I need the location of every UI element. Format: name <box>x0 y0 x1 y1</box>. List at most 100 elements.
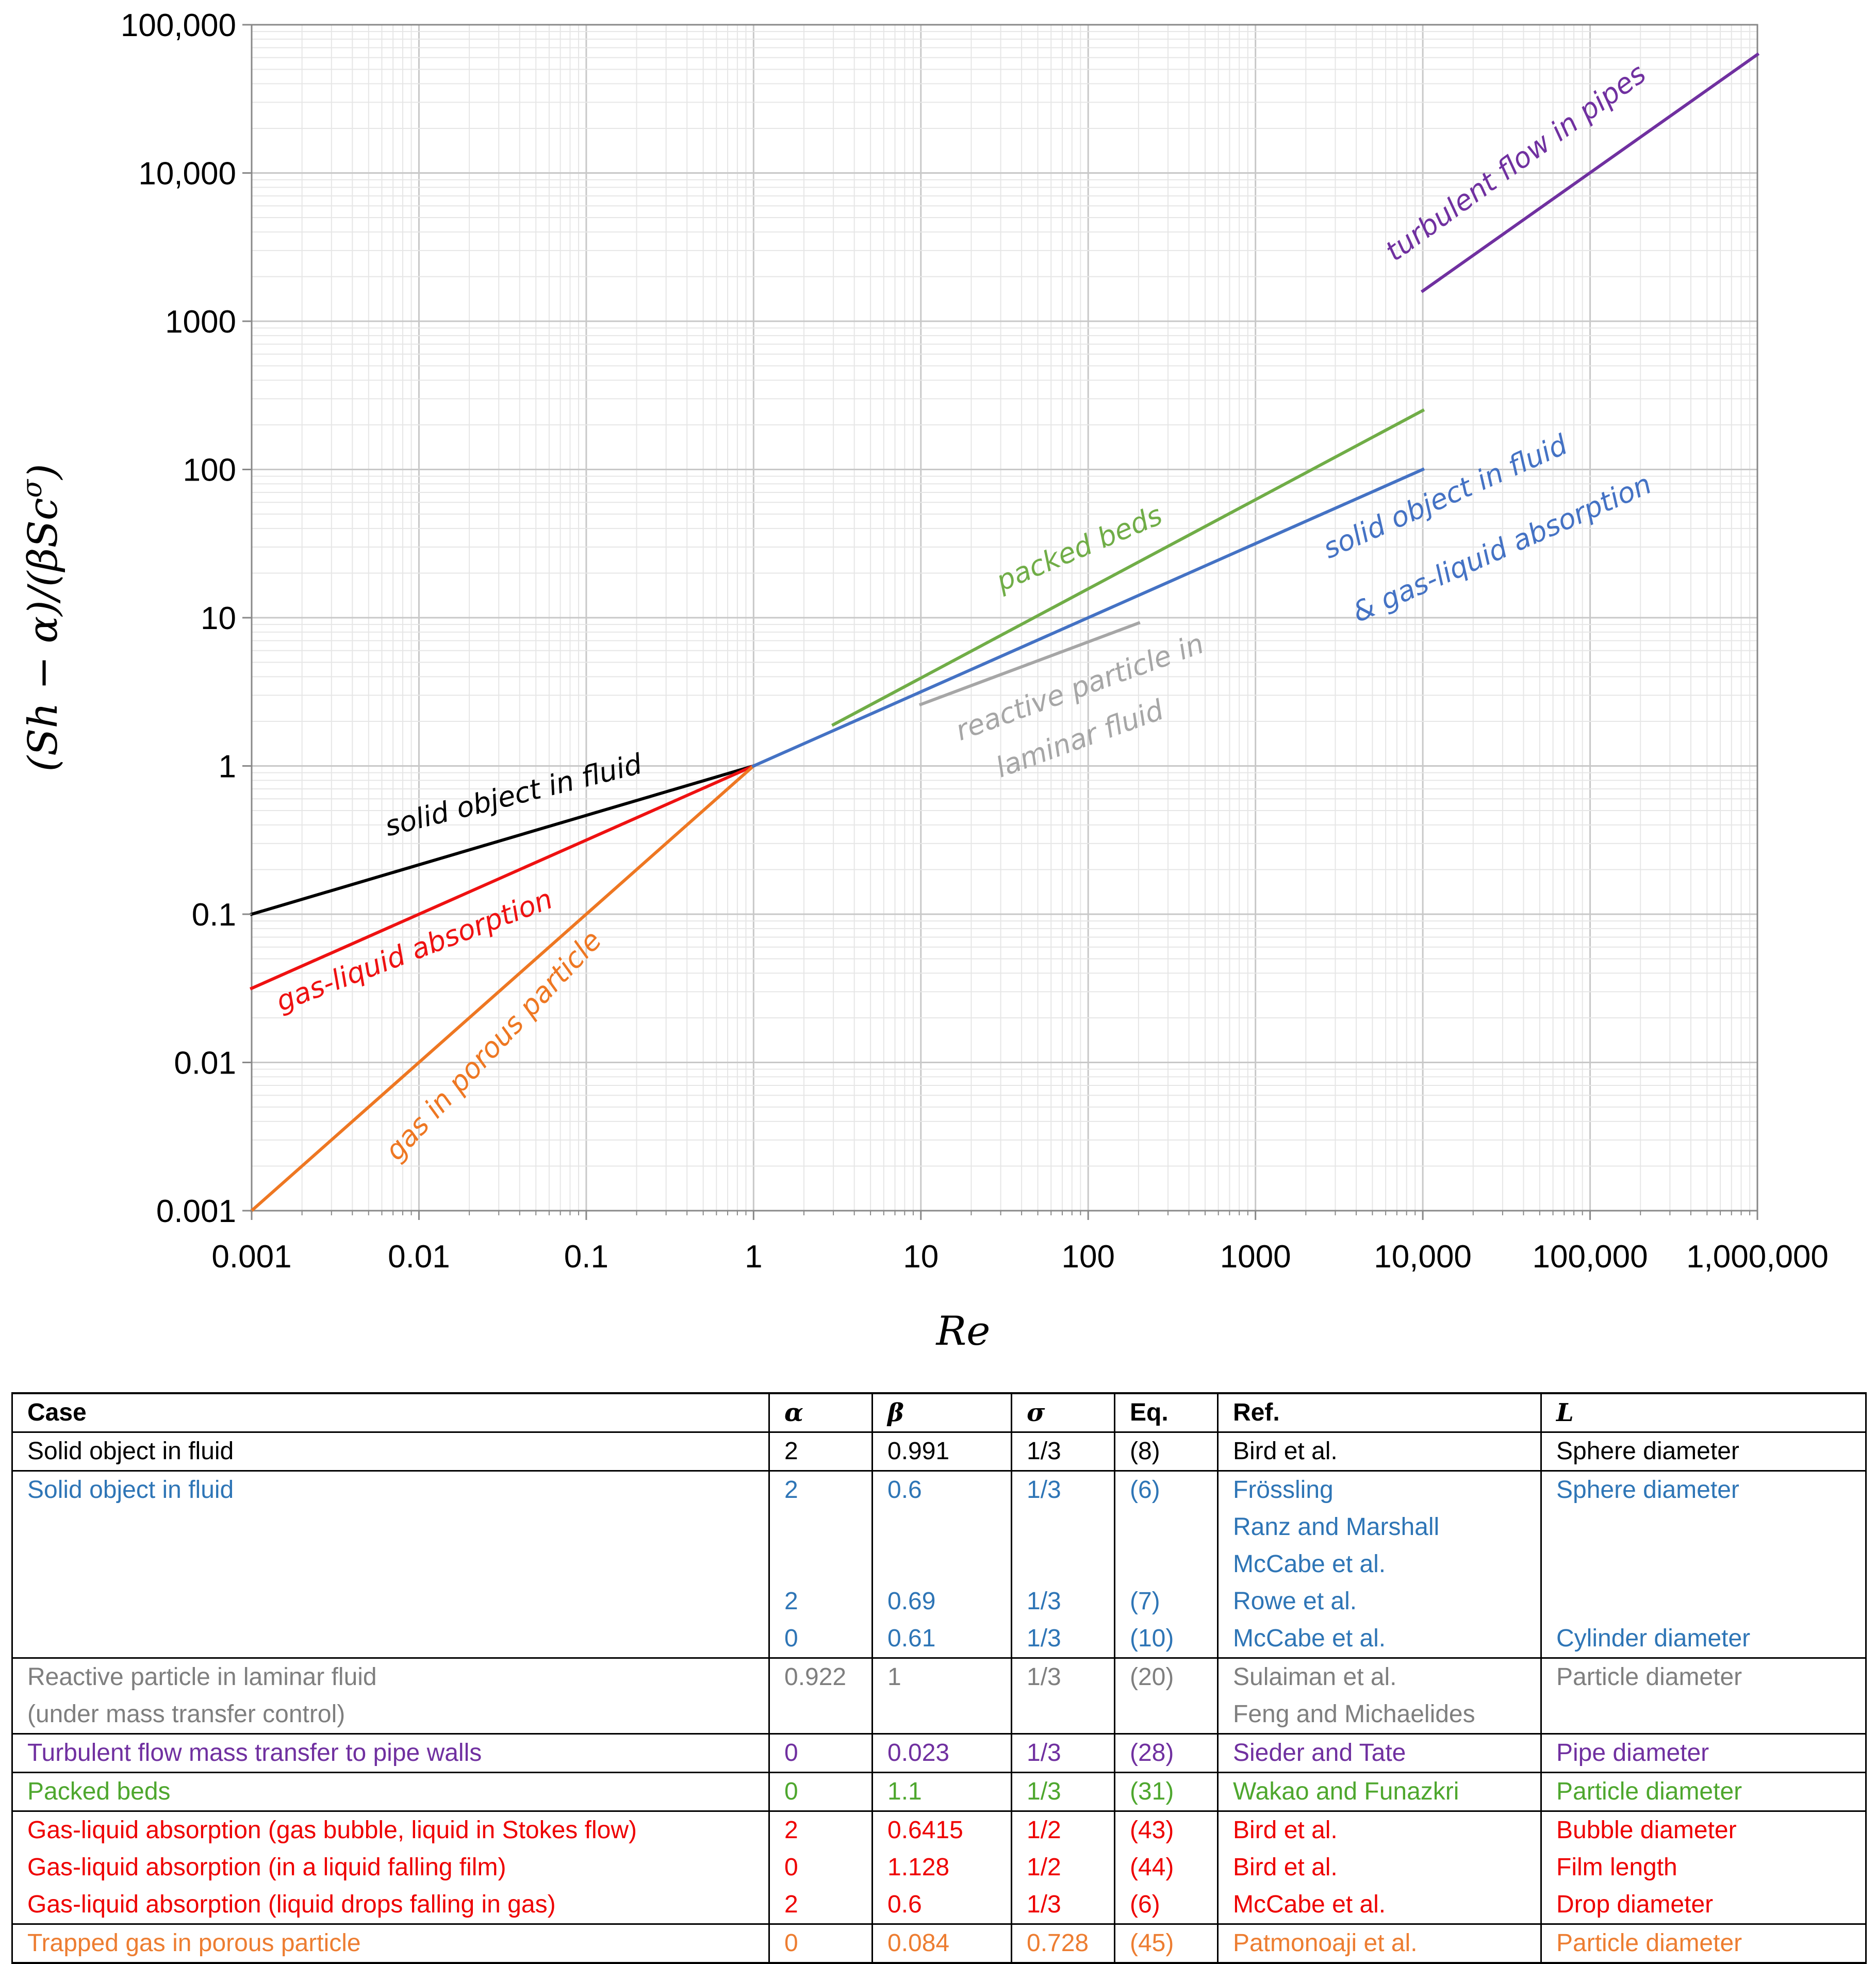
x-tick-label: 0.1 <box>564 1239 608 1275</box>
cell-beta: 0.6 <box>871 1471 1012 1509</box>
header-alpha: α <box>768 1392 873 1433</box>
x-tick-label: 10 <box>903 1239 939 1275</box>
table-row: Ranz and Marshall <box>11 1509 1867 1546</box>
table-row: 0 0.61 1/3 (10) McCabe et al. Cylinder diamet… <box>11 1620 1867 1659</box>
cell-beta <box>871 1546 1012 1583</box>
annotation-label: solid object in fluid <box>382 748 646 843</box>
chart: 0.001 0.01 0.1 1 10 100 1000 10,000 100,000 1,000… <box>17 8 1829 1355</box>
cell-beta: 0.69 <box>871 1583 1012 1620</box>
cell-beta: 0.6 <box>871 1886 1012 1925</box>
series-line <box>250 764 756 991</box>
cell-ref: Frössling <box>1217 1471 1542 1509</box>
y-tick-label: 100,000 <box>121 8 236 43</box>
x-tick-label: 1 <box>745 1239 762 1275</box>
cell-ref: McCabe et al. <box>1217 1546 1542 1583</box>
y-tick-label: 10 <box>201 601 236 636</box>
cell-beta: 0.61 <box>871 1620 1012 1659</box>
cell-length: Sphere diameter <box>1540 1432 1867 1472</box>
cell-length: Cylinder diameter <box>1540 1620 1867 1659</box>
cell-eq: (6) <box>1114 1886 1219 1925</box>
data-table: Case α β σ Eq. Ref. L Solid object in fl… <box>11 1392 1867 1964</box>
table-row: Turbulent flow mass transfer to pipe wal… <box>11 1734 1867 1773</box>
cell-ref: McCabe et al. <box>1217 1886 1542 1925</box>
cell-beta: 0.084 <box>871 1924 1012 1964</box>
cell-sigma: 1/3 <box>1011 1772 1115 1812</box>
cell-case <box>11 1620 770 1659</box>
cell-alpha: 0 <box>768 1924 873 1964</box>
cell-ref: Sulaiman et al. <box>1217 1658 1542 1696</box>
cell-beta <box>871 1509 1012 1546</box>
cell-alpha: 0 <box>768 1734 873 1773</box>
header-eq: Eq. <box>1114 1392 1219 1433</box>
cell-case <box>11 1583 770 1620</box>
cell-beta <box>871 1696 1012 1735</box>
x-tick-label: 100 <box>1061 1239 1114 1275</box>
y-tick-label: 1 <box>219 749 236 785</box>
cell-sigma <box>1011 1696 1115 1735</box>
cell-length: Drop diameter <box>1540 1886 1867 1925</box>
table-row: Solid object in fluid 2 0.6 1/3 (6) Frössling… <box>11 1471 1867 1509</box>
series-line <box>1420 52 1760 293</box>
cell-case: Solid object in fluid <box>11 1432 770 1472</box>
cell-alpha: 0 <box>768 1772 873 1812</box>
y-tick-label: 1000 <box>165 304 236 340</box>
table-row: Trapped gas in porous particle 0 0.084 0.72… <box>11 1924 1867 1964</box>
cell-case: (under mass transfer control) <box>11 1696 770 1735</box>
series-line <box>831 408 1425 727</box>
cell-alpha: 0 <box>768 1849 873 1886</box>
cell-sigma <box>1011 1546 1115 1583</box>
cell-alpha: 2 <box>768 1811 873 1849</box>
x-axis-title: Re <box>935 1308 991 1355</box>
cell-beta: 0.023 <box>871 1734 1012 1773</box>
cell-sigma: 1/3 <box>1011 1734 1115 1773</box>
cell-sigma: 1/3 <box>1011 1620 1115 1659</box>
series-line <box>918 621 1141 707</box>
series-layer <box>249 52 1760 1213</box>
cell-ref: Wakao and Funazkri <box>1217 1772 1542 1812</box>
annotation-label: turbulent flow in pipes <box>1379 57 1652 268</box>
x-tick-label: 0.01 <box>388 1239 450 1275</box>
cell-case: Reactive particle in laminar fluid <box>11 1658 770 1696</box>
cell-sigma: 1/3 <box>1011 1658 1115 1696</box>
cell-eq: (44) <box>1114 1849 1219 1886</box>
cell-alpha: 2 <box>768 1432 873 1472</box>
cell-length: Particle diameter <box>1540 1658 1867 1696</box>
x-tick-label: 1000 <box>1220 1239 1291 1275</box>
cell-sigma <box>1011 1509 1115 1546</box>
cell-eq: (45) <box>1114 1924 1219 1964</box>
cell-beta: 1 <box>871 1658 1012 1696</box>
table-row: Solid object in fluid 2 0.991 1/3 (8) Bird et… <box>11 1432 1867 1472</box>
cell-sigma: 1/2 <box>1011 1811 1115 1849</box>
cell-case: Gas-liquid absorption (in a liquid falli… <box>11 1849 770 1886</box>
cell-eq: (43) <box>1114 1811 1219 1849</box>
cell-eq: (7) <box>1114 1583 1219 1620</box>
cell-case <box>11 1546 770 1583</box>
cell-case: Solid object in fluid <box>11 1471 770 1509</box>
cell-length <box>1540 1696 1867 1735</box>
cell-eq: (20) <box>1114 1658 1219 1696</box>
cell-beta: 0.6415 <box>871 1811 1012 1849</box>
cell-ref: Bird et al. <box>1217 1432 1542 1472</box>
table-row: Packed beds 0 1.1 1/3 (31) Wakao and Funazkri… <box>11 1772 1867 1812</box>
cell-alpha: 2 <box>768 1583 873 1620</box>
cell-sigma: 1/3 <box>1011 1471 1115 1509</box>
cell-alpha: 2 <box>768 1471 873 1509</box>
cell-length: Pipe diameter <box>1540 1734 1867 1773</box>
y-tick-label: 0.01 <box>174 1046 236 1081</box>
y-tick-label: 0.1 <box>192 897 236 933</box>
header-sigma: σ <box>1011 1392 1115 1433</box>
cell-sigma: 1/2 <box>1011 1849 1115 1886</box>
table-row: Gas-liquid absorption (liquid drops fall… <box>11 1886 1867 1925</box>
table-row: Gas-liquid absorption (in a liquid falli… <box>11 1849 1867 1886</box>
y-tick-label: 0.001 <box>156 1194 236 1229</box>
cell-length <box>1540 1583 1867 1620</box>
cell-beta: 1.128 <box>871 1849 1012 1886</box>
cell-eq: (31) <box>1114 1772 1219 1812</box>
cell-length: Bubble diameter <box>1540 1811 1867 1849</box>
cell-alpha <box>768 1696 873 1735</box>
cell-case: Gas-liquid absorption (liquid drops fall… <box>11 1886 770 1925</box>
cell-beta: 0.991 <box>871 1432 1012 1472</box>
cell-alpha <box>768 1546 873 1583</box>
cell-alpha: 0.922 <box>768 1658 873 1696</box>
annotation-label: gas-liquid absorption <box>272 882 557 1018</box>
